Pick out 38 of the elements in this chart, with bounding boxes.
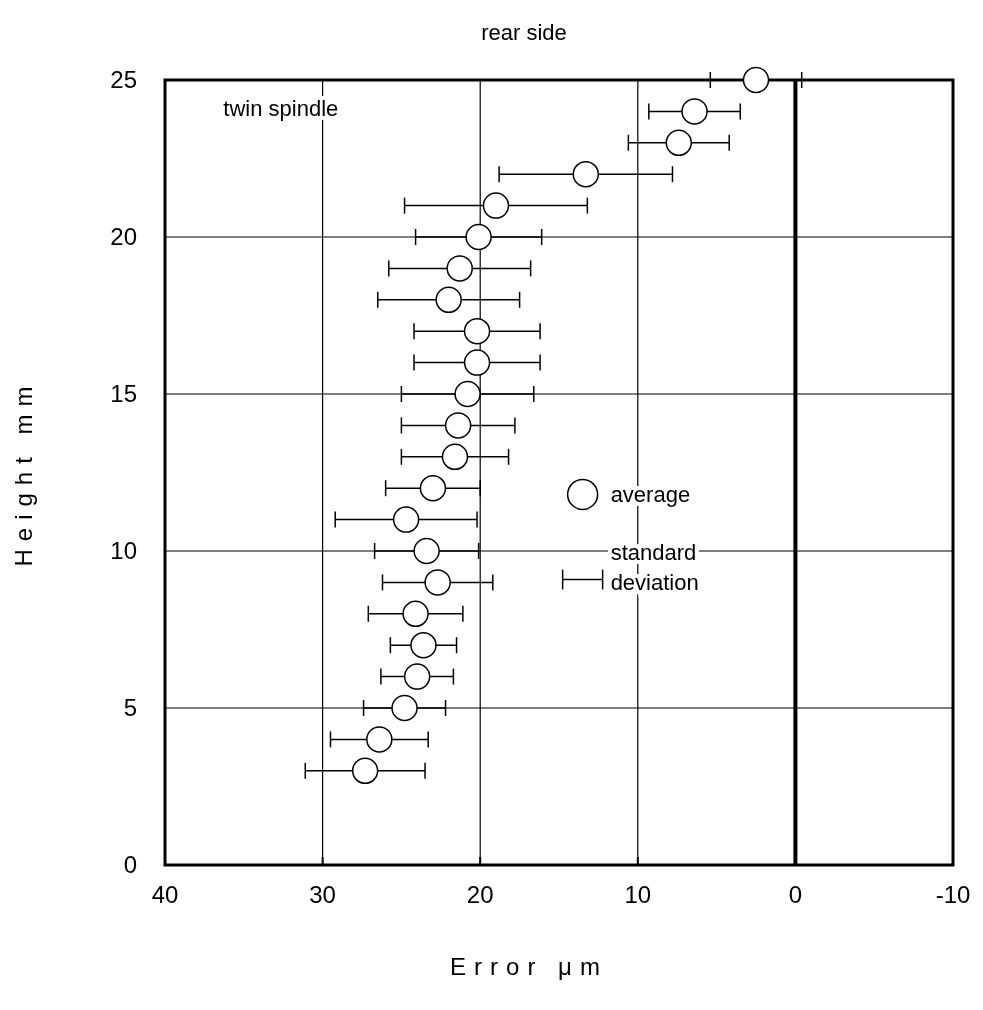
y-tick-label: 5 (123, 694, 137, 721)
x-tick-label: 40 (151, 881, 179, 908)
point (392, 506, 420, 533)
point (665, 129, 693, 157)
x-tick-label: 20 (466, 881, 494, 908)
point (366, 726, 393, 753)
y-tick-label: 20 (110, 223, 137, 250)
point (413, 537, 440, 565)
point (482, 192, 510, 219)
point (444, 412, 472, 439)
y-tick-label: 0 (123, 851, 137, 878)
x-tick-label: 10 (624, 881, 652, 908)
point (410, 631, 437, 659)
point (403, 663, 431, 690)
y-tick-label: 15 (110, 380, 137, 407)
point (572, 160, 600, 188)
point (454, 380, 481, 408)
x-tick-label: 0 (788, 881, 803, 908)
point (435, 286, 462, 314)
point (391, 694, 418, 722)
y-tick-label: 10 (110, 537, 137, 564)
point (419, 474, 447, 502)
chart-title: rear side (481, 20, 567, 45)
point (463, 349, 491, 376)
point (742, 66, 770, 94)
point (681, 98, 708, 125)
x-axis-title: Error μm (450, 953, 608, 980)
point (351, 757, 379, 785)
point (465, 223, 492, 251)
x-tick-label: 30 (309, 881, 336, 908)
y-axis-title: Height mm (10, 378, 37, 567)
point (424, 569, 451, 596)
point (463, 317, 491, 345)
point (446, 255, 473, 282)
y-tick-label: 25 (110, 66, 137, 93)
x-tick-label: -10 (935, 881, 971, 908)
point (402, 600, 429, 628)
point (441, 443, 469, 471)
